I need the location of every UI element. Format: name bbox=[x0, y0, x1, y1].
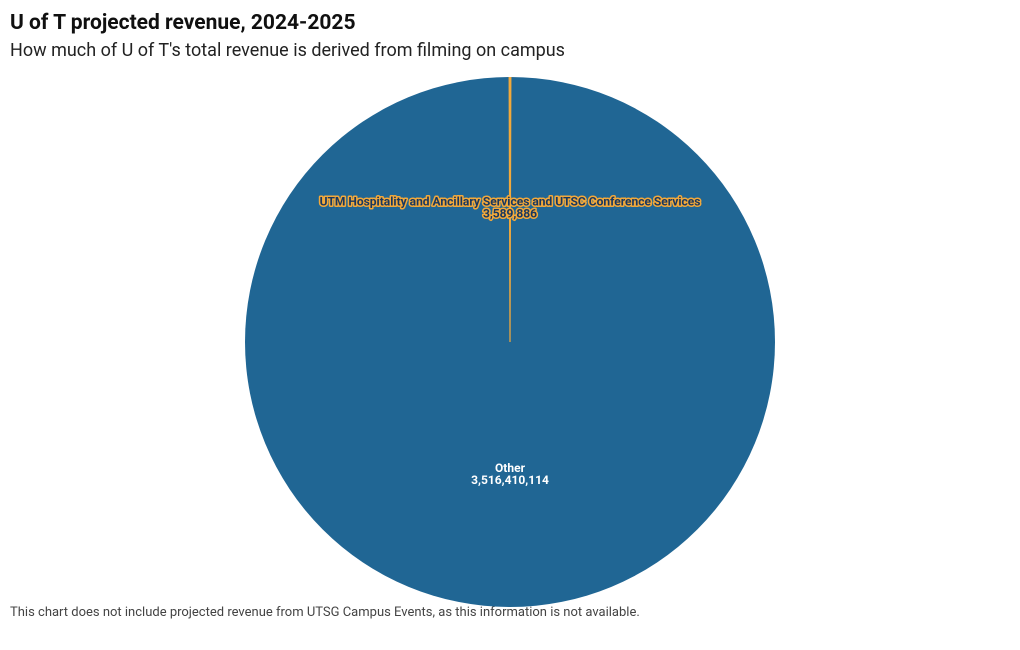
chart-title: U of T projected revenue, 2024-2025 bbox=[10, 10, 1010, 36]
chart-subtitle: How much of U of T's total revenue is de… bbox=[10, 38, 1010, 63]
chart-footnote: This chart does not include projected re… bbox=[10, 605, 1010, 620]
pie-chart: UTM Hospitality and Ancillary Services a… bbox=[245, 77, 775, 607]
pie-value-hospitality: 3,589,886 bbox=[483, 207, 537, 221]
pie-value-other: 3,516,410,114 bbox=[471, 473, 549, 487]
pie-chart-container: UTM Hospitality and Ancillary Services a… bbox=[10, 63, 1010, 603]
